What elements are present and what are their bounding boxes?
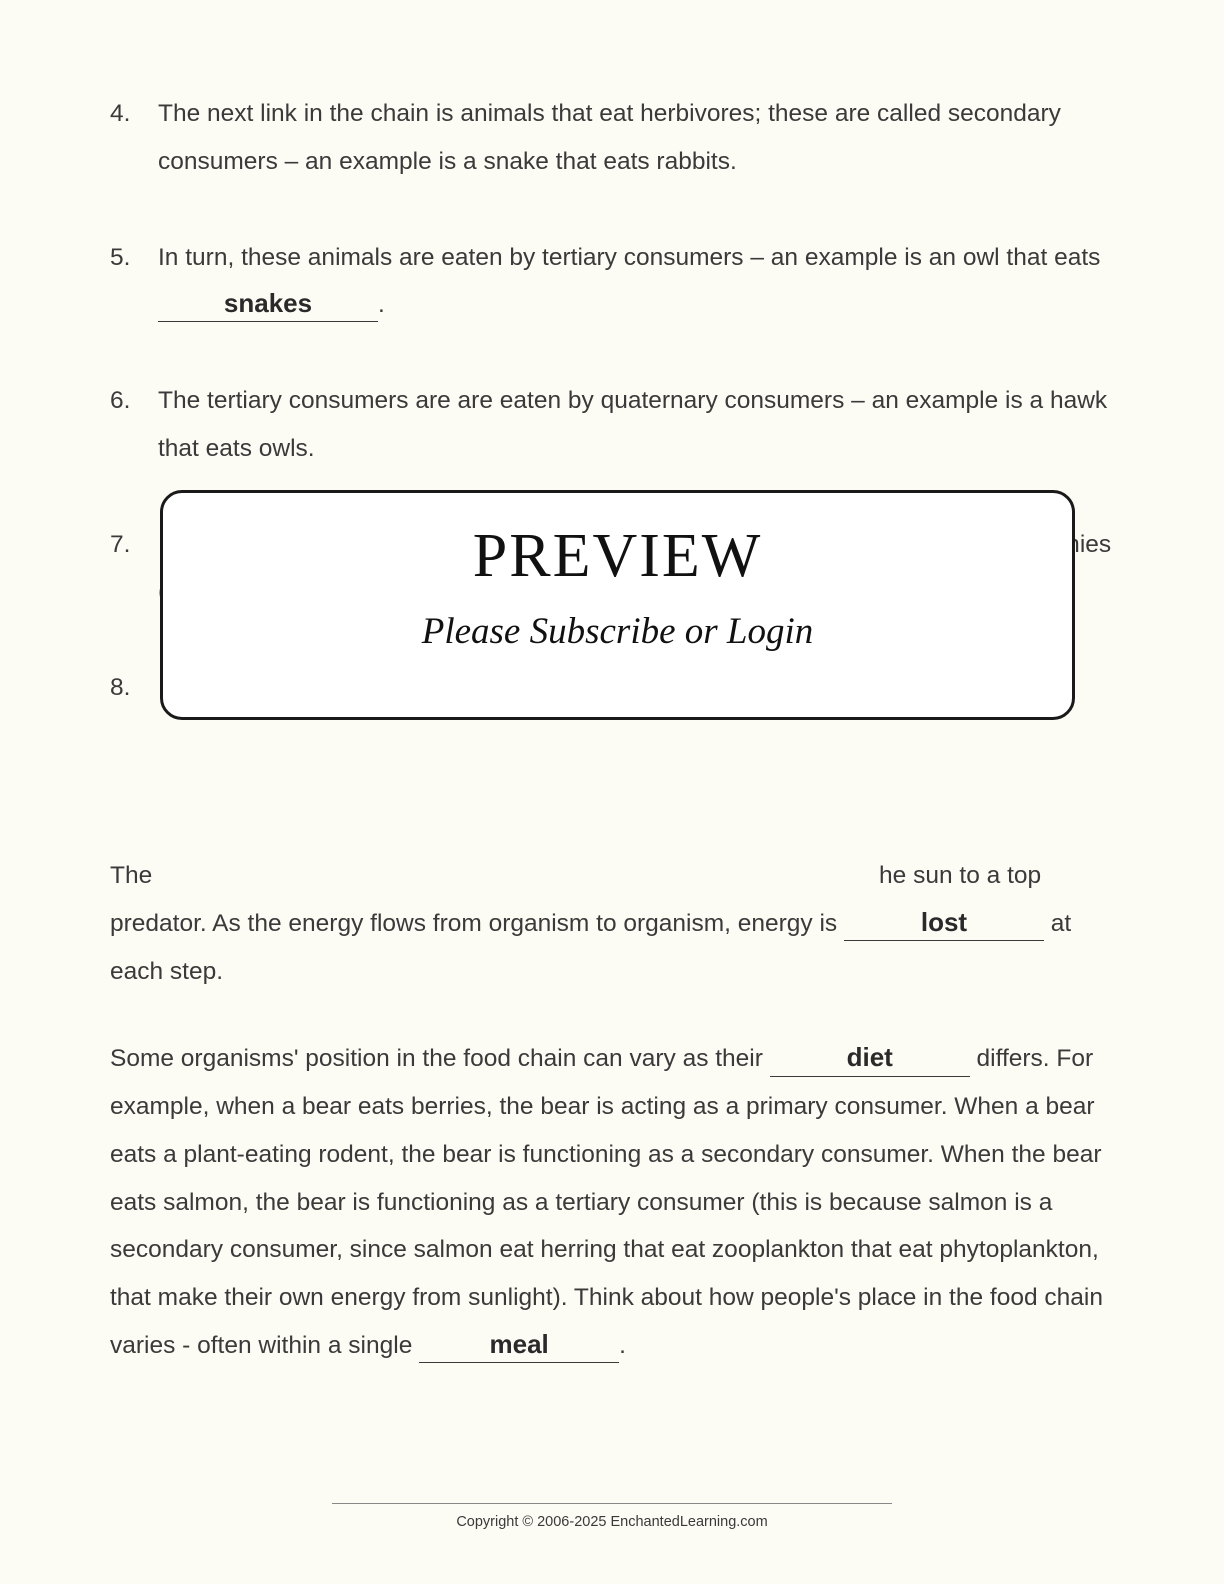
- preview-subtitle: Please Subscribe or Login: [163, 610, 1072, 653]
- question-6: 6. The tertiary consumers are are eaten …: [110, 377, 1114, 473]
- question-number: 6.: [110, 377, 130, 425]
- copyright-text: Copyright © 2006-2025 EnchantedLearning.…: [0, 1514, 1224, 1530]
- page-footer: Copyright © 2006-2025 EnchantedLearning.…: [0, 1503, 1224, 1530]
- question-text-post: .: [378, 291, 385, 318]
- question-number: 4.: [110, 90, 130, 138]
- answer-blank: meal: [419, 1329, 619, 1363]
- paragraph-diet-varies: Some organisms' position in the food cha…: [110, 1035, 1114, 1369]
- question-number: 8.: [110, 664, 130, 712]
- question-text-pre: In turn, these animals are eaten by tert…: [158, 244, 1100, 271]
- footer-rule: [332, 1503, 892, 1504]
- worksheet-page: 4. The next link in the chain is animals…: [0, 0, 1224, 1584]
- question-4: 4. The next link in the chain is animals…: [110, 90, 1114, 186]
- question-text: The next link in the chain is animals th…: [158, 100, 1061, 175]
- question-number: 5.: [110, 234, 130, 282]
- question-5: 5. In turn, these animals are eaten by t…: [110, 234, 1114, 330]
- paragraph-energy-flow: The he sun to a top predator. As the ene…: [110, 852, 1114, 995]
- question-number: 7.: [110, 521, 130, 569]
- preview-overlay: PREVIEW Please Subscribe or Login: [160, 490, 1075, 720]
- preview-title: PREVIEW: [163, 521, 1072, 592]
- para-text-pre: Some organisms' position in the food cha…: [110, 1045, 770, 1072]
- answer-blank: lost: [844, 907, 1044, 941]
- question-text: The tertiary consumers are are eaten by …: [158, 387, 1107, 462]
- para-text-post: .: [619, 1332, 626, 1359]
- answer-blank: snakes: [158, 288, 378, 322]
- para-text-mid: differs. For example, when a bear eats b…: [110, 1045, 1103, 1359]
- answer-blank: diet: [770, 1042, 970, 1076]
